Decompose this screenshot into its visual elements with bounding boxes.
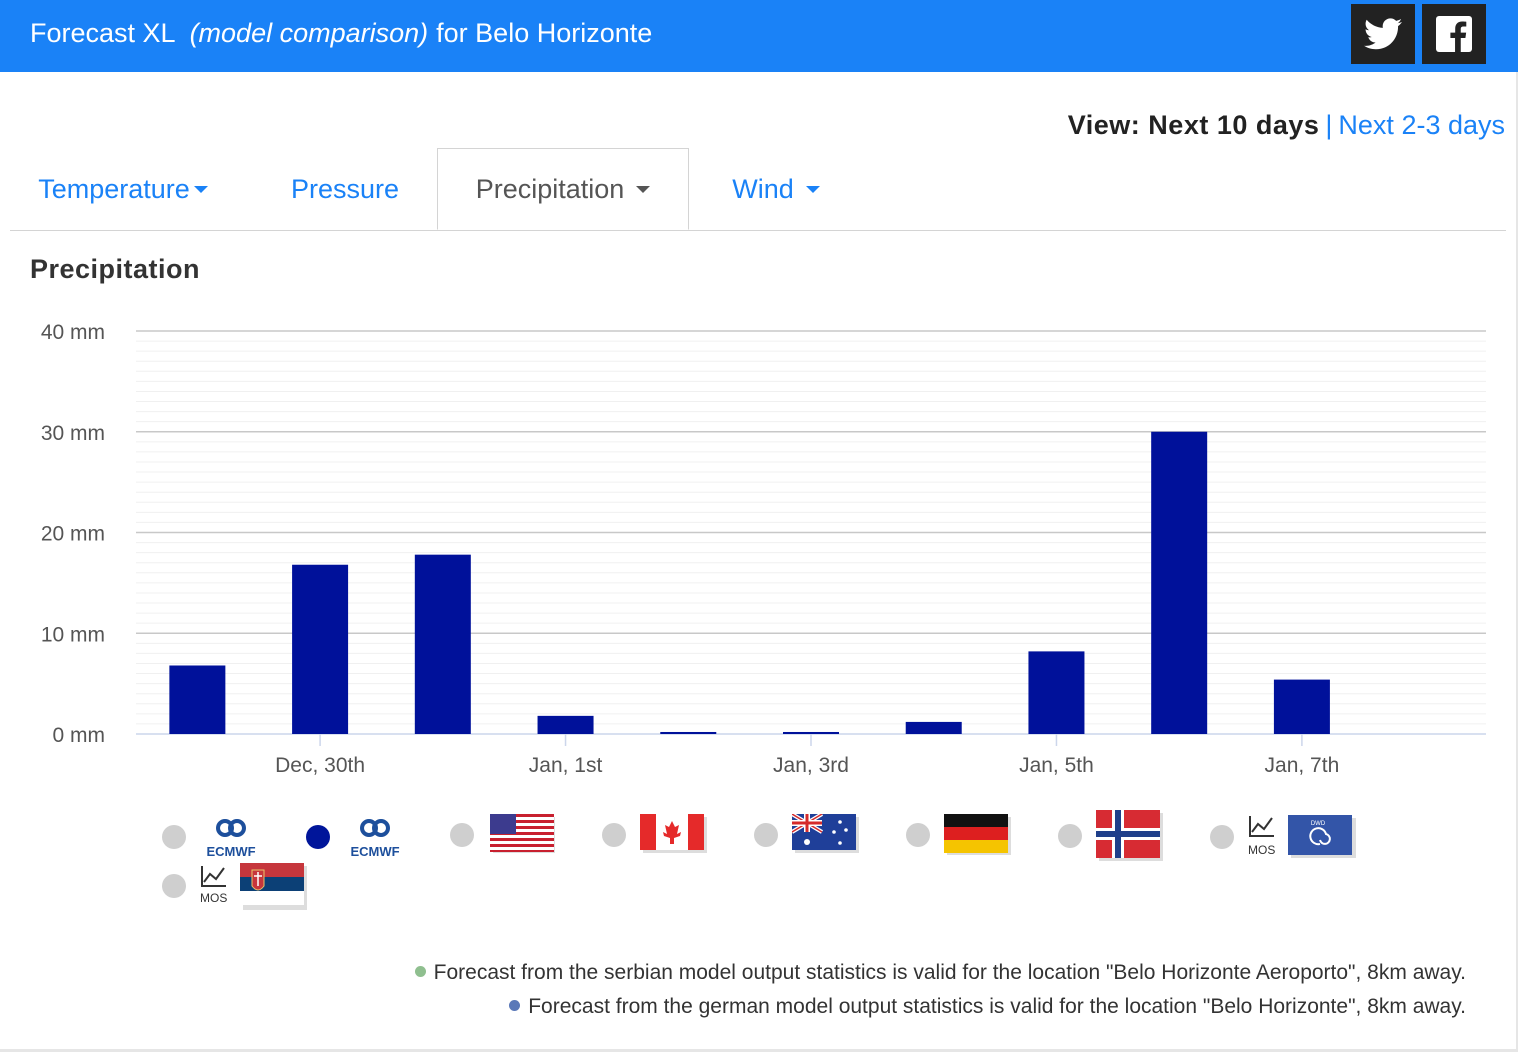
bar [905,721,962,734]
panel-border-right [1516,72,1518,1052]
mos-serbia-icon: MOS [200,863,307,910]
norway-flag-icon [1096,810,1163,861]
title-location: for Belo Horizonte [436,18,653,48]
model-notes: Forecast from the serbian model output s… [414,956,1466,1024]
germany-flag-icon [944,814,1011,855]
legend-toggle-dot[interactable] [306,825,330,849]
tab-pressure[interactable]: Pressure [260,148,430,230]
y-tick-label: 0 mm [53,724,106,747]
note-german: Forecast from the german model output st… [415,990,1466,1024]
legend-item-norway[interactable] [1058,810,1164,862]
bar [537,715,594,734]
legend-item-mos-dwd[interactable]: MOS DWD [1210,814,1356,860]
note-serbian-text: Forecast from the serbian model output s… [433,961,1466,984]
tab-temperature[interactable]: Temperature [10,148,236,230]
y-tick-label: 20 mm [41,523,105,546]
australia-flag-icon [792,814,859,853]
note-serbian: Forecast from the serbian model output s… [414,956,1466,990]
bar [169,665,226,734]
tab-precipitation[interactable]: Precipitation [437,148,689,230]
canada-flag-icon [640,814,707,853]
legend-item-ecmwf-1[interactable]: ECMWF [162,814,266,860]
bar [414,554,471,734]
tab-wind-label: Wind [732,173,794,204]
tab-pressure-label: Pressure [290,173,400,204]
legend-toggle-dot[interactable] [1210,825,1234,849]
legend-toggle-dot[interactable] [906,823,930,847]
next-2-3-days-link[interactable]: Next 2-3 days [1338,110,1505,140]
green-dot-icon [414,965,426,977]
facebook-share-button[interactable] [1422,4,1486,64]
x-tick-label: Jan, 7th [1265,754,1340,777]
tab-temperature-label: Temperature [38,173,190,204]
svg-text:DWD: DWD [1311,821,1326,827]
x-tick-label: Jan, 1st [529,754,603,777]
title-main: Forecast XL [30,18,176,48]
ecmwf-logo-icon: ECMWF [350,819,400,859]
bar [1273,679,1330,734]
bar [1151,431,1208,734]
bar [783,731,839,734]
svg-text:ECMWF: ECMWF [206,844,255,859]
usa-flag-icon [490,814,555,853]
tab-precipitation-label: Precipitation [475,173,625,204]
legend-item-germany[interactable] [906,814,1012,856]
tab-wind[interactable]: Wind [706,148,846,230]
bar [660,731,717,734]
panel-border-bottom [0,1049,1518,1052]
x-tick-label: Jan, 5th [1019,754,1094,777]
twitter-share-button[interactable] [1351,4,1415,64]
y-tick-label: 40 mm [41,321,105,344]
view-label: View: Next 10 days [1067,110,1320,140]
facebook-icon [1436,16,1472,52]
section-title: Precipitation [30,254,201,284]
legend-toggle-dot[interactable] [450,823,474,847]
legend-item-australia[interactable] [754,814,860,856]
legend-toggle-dot[interactable] [162,825,186,849]
view-toggle: View: Next 10 days | Next 2-3 days [1068,110,1505,141]
legend-toggle-dot[interactable] [1058,824,1082,848]
bar [1028,651,1085,734]
blue-dot-icon [509,999,521,1011]
page-title: Forecast XL (model comparison) for Belo Ho… [30,18,652,49]
y-tick-label: 10 mm [41,623,105,646]
ecmwf-logo-icon: ECMWF [206,819,256,859]
chevron-down-icon [636,185,651,193]
x-tick-label: Dec, 30th [275,754,365,777]
legend-toggle-dot[interactable] [754,823,778,847]
y-tick-label: 30 mm [41,422,105,445]
legend-toggle-dot[interactable] [602,823,626,847]
header-bar: Forecast XL (model comparison) for Belo Ho… [0,0,1518,72]
title-italic: (model comparison) [189,18,429,48]
svg-text:MOS: MOS [1248,843,1275,857]
tab-bar: Temperature Pressure Precipitation Wind [10,148,1506,231]
legend-item-mos-serbia[interactable]: MOS [162,862,308,910]
twitter-icon [1364,18,1402,50]
precipitation-chart: 0 mm 10 mm 20 mm 30 mm 40 mm Dec, 30th Jan, 1s… [41,321,1486,777]
svg-text:MOS: MOS [200,891,227,905]
svg-text:ECMWF: ECMWF [350,844,399,859]
legend-item-ecmwf-2[interactable]: ECMWF [306,814,410,860]
chevron-down-icon [805,185,820,193]
x-tick-label: Jan, 3rd [773,754,849,777]
bar [292,564,349,734]
view-separator: | [1325,110,1333,140]
chevron-down-icon [193,185,208,193]
legend-item-usa[interactable] [450,814,558,856]
legend-toggle-dot[interactable] [162,874,186,898]
legend-item-canada[interactable] [602,814,708,856]
note-german-text: Forecast from the german model output st… [528,995,1466,1018]
mos-dwd-icon: MOS DWD [1248,815,1356,858]
